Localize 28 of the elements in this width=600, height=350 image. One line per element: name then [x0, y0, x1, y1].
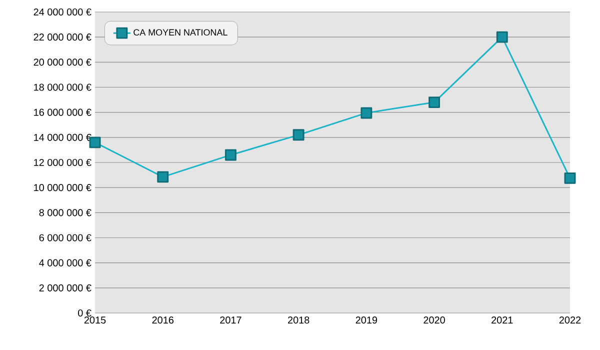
- y-tick-label: 8 000 000 €: [39, 209, 92, 216]
- y-tick-label: 16 000 000 €: [34, 108, 92, 116]
- x-tick-label: 2015: [84, 316, 106, 324]
- y-tick-label: 6 000 000 €: [39, 234, 92, 242]
- y-tick-label: 22 000 000 €: [34, 34, 92, 41]
- point: [224, 149, 236, 161]
- x-tick-label: 2021: [492, 316, 513, 324]
- point: [496, 31, 508, 43]
- point: [157, 171, 169, 183]
- y-tick-label: 20 000 000 €: [34, 58, 92, 66]
- x-tick-label: 2022: [559, 316, 581, 324]
- y-tick-label: 2 000 000 €: [39, 284, 92, 292]
- y-tick-label: 0 €: [78, 309, 92, 317]
- point: [292, 129, 304, 141]
- y-tick-label: 10 000 000 €: [34, 184, 92, 192]
- y-tick-label: 18 000 000 €: [34, 84, 92, 91]
- x-tick-label: 2020: [424, 316, 445, 324]
- x-tick-label: 2017: [220, 316, 242, 324]
- legend-label: CA MOYEN NATIONAL: [134, 29, 228, 36]
- y-tick-label: 4 000 000 €: [39, 259, 92, 266]
- point: [564, 172, 576, 184]
- point: [360, 107, 372, 119]
- y-tick-label: 12 000 000 €: [34, 158, 92, 166]
- x-tick-label: 2016: [152, 316, 174, 324]
- point: [428, 96, 440, 108]
- x-tick-label: 2019: [356, 316, 378, 324]
- y-tick-label: 24 000 000 €: [34, 8, 92, 16]
- x-tick-label: 2018: [288, 316, 310, 324]
